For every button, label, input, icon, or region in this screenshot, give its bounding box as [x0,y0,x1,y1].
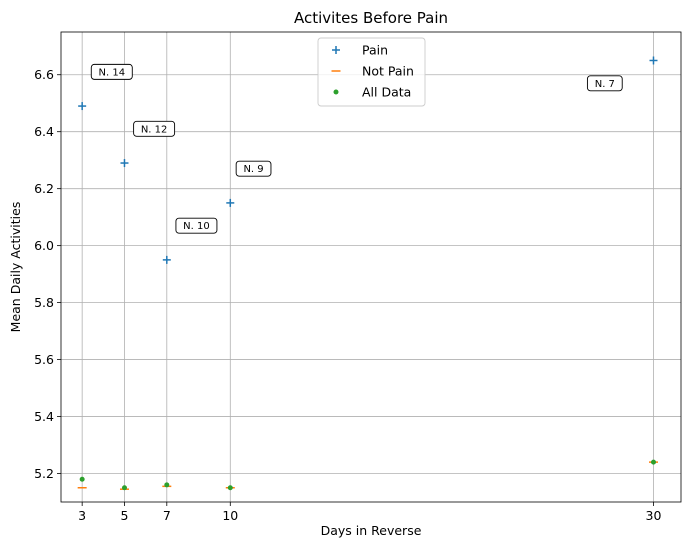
y-tick-label: 6.2 [34,181,54,196]
annotation-frame [586,75,623,92]
data-points [77,56,658,491]
annotation-label: N. 7 [595,79,615,90]
chart-title: Activites Before Pain [294,9,448,27]
legend-marker [332,46,340,54]
annotation-frame [90,63,133,80]
legend-frame [317,37,426,107]
x-tick-label: 5 [121,508,129,523]
annotation-box: N. 7 [586,75,623,92]
annotation-frame [175,217,218,234]
y-tick-label: 6.6 [34,67,54,82]
legend-label: Pain [362,43,388,58]
annotation-frame [235,160,272,177]
all-data-point [79,476,85,482]
x-axis-title: Days in Reverse [321,523,422,538]
annotation-box: N. 9 [235,160,272,177]
annotation-label: N. 10 [183,221,210,232]
y-tick-label: 5.4 [34,409,54,424]
legend-label: All Data [362,85,411,100]
legend-marker [333,89,339,95]
annotation-label: N. 12 [141,124,168,135]
annotation-box: N. 12 [133,120,176,137]
y-tick-label: 5.8 [34,295,54,310]
annotation-frame [133,120,176,137]
pain-point [78,102,87,111]
legend: Pain Not Pain All Data [317,37,426,107]
x-tick-label: 30 [646,508,662,523]
axis-ticks: 3 5 7 10 30 5.2 5.4 5.6 5.8 6.0 6.2 6.4 6.6 [34,67,661,523]
annotation-label: N. 14 [99,67,126,78]
all-data-point [650,459,656,465]
annotation-label: N. 9 [243,164,263,175]
plot-frame [60,31,682,503]
y-tick-label: 5.6 [34,352,54,367]
all-data-point [164,482,170,488]
y-tick-label: 6.0 [34,238,54,253]
all-data-point [227,485,233,491]
pain-point [162,255,171,264]
x-tick-label: 7 [163,508,171,523]
pain-point [649,56,658,65]
pain-point [120,159,129,168]
pain-point [226,198,235,207]
all-data-point [121,485,127,491]
x-tick-label: 3 [78,508,86,523]
legend-label: Not Pain [362,64,414,79]
y-axis-title: Mean Daily Activities [8,202,23,333]
y-tick-label: 6.4 [34,124,54,139]
x-tick-label: 10 [222,508,238,523]
annotation-box: N. 10 [175,217,218,234]
y-tick-label: 5.2 [34,466,54,481]
annotation-box: N. 14 [90,63,133,80]
annotations: N. 14 N. 12 N. 10 N. 9 N. 7 [90,63,623,234]
